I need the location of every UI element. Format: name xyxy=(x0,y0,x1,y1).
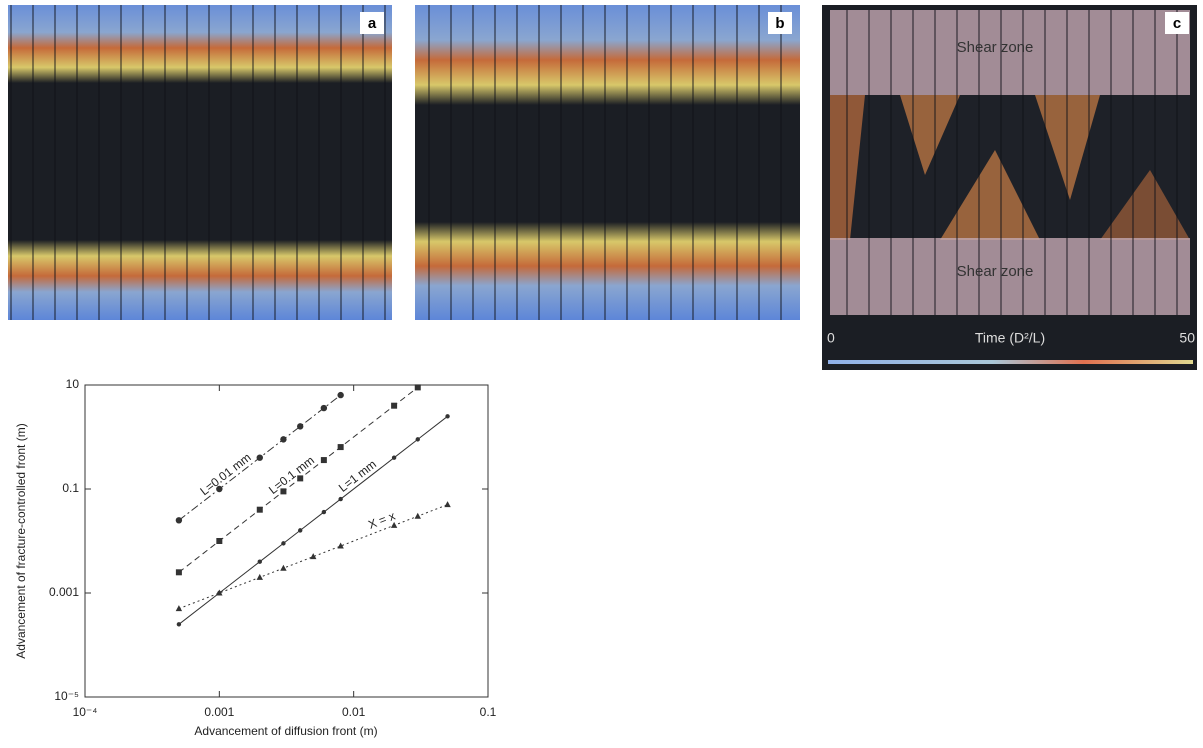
marker xyxy=(175,517,183,524)
marker xyxy=(280,488,287,495)
marker xyxy=(297,475,304,482)
marker xyxy=(175,569,182,576)
marker xyxy=(320,457,327,464)
marker xyxy=(337,391,344,399)
marker xyxy=(216,589,223,596)
marker xyxy=(298,528,303,533)
series-label: X = x xyxy=(366,509,397,532)
marker xyxy=(281,541,286,546)
panel-b: b xyxy=(415,5,800,320)
marker xyxy=(256,506,263,513)
panel-c: c Shear zone Shear zone Time (D²/L) 0 50 xyxy=(822,5,1197,370)
x-axis-label: Advancement of diffusion front (m) xyxy=(194,724,377,738)
marker xyxy=(297,423,304,430)
marker xyxy=(415,437,420,442)
panel-label: b xyxy=(775,15,784,32)
zone-label: Shear zone xyxy=(957,263,1034,280)
marker xyxy=(320,404,328,412)
marker xyxy=(445,414,450,419)
y-tick-label: 0.1 xyxy=(62,481,79,495)
series-label: L=0.1 mm xyxy=(266,453,317,497)
marker xyxy=(216,538,223,544)
marker xyxy=(414,384,421,391)
marker xyxy=(391,455,397,460)
marker xyxy=(337,542,344,549)
marker xyxy=(256,573,263,580)
marker xyxy=(216,485,223,493)
panel-label: c xyxy=(1173,15,1181,32)
series-line xyxy=(178,415,448,625)
zone-label: Shear zone xyxy=(957,39,1034,56)
marker xyxy=(175,605,183,612)
marker xyxy=(257,559,262,564)
marker xyxy=(338,496,343,502)
marker xyxy=(321,509,327,515)
plot-frame xyxy=(84,384,489,698)
y-tick-label: 10⁻⁵ xyxy=(54,689,79,703)
colorbar-max: 50 xyxy=(1179,330,1195,346)
marker xyxy=(390,521,398,528)
x-tick-label: 0.1 xyxy=(480,705,497,719)
marker xyxy=(280,436,287,443)
x-tick-label: 0.01 xyxy=(342,705,366,719)
marker xyxy=(176,622,182,627)
colorbar-title: Time (D²/L) xyxy=(975,330,1045,346)
colorbar xyxy=(828,360,1193,364)
y-tick-label: 0.001 xyxy=(49,585,79,599)
marker xyxy=(280,564,287,571)
panel-a: a xyxy=(8,5,392,320)
marker xyxy=(391,402,398,409)
marker xyxy=(414,512,421,519)
x-tick-label: 10⁻⁴ xyxy=(73,705,98,719)
log-chart: Advancement of diffusion front (m) Advan… xyxy=(14,377,496,738)
panel-label: a xyxy=(368,15,377,32)
y-tick-label: 10 xyxy=(66,377,80,391)
x-tick-label: 0.001 xyxy=(204,705,234,719)
marker xyxy=(256,454,263,461)
marker xyxy=(444,501,451,508)
series-label: L=0.01 mm xyxy=(197,450,253,498)
y-axis-label: Advancement of fracture-controlled front… xyxy=(14,423,28,658)
series-label: L=1 mm xyxy=(336,457,379,495)
marker xyxy=(337,444,344,451)
marker xyxy=(310,553,317,560)
colorbar-min: 0 xyxy=(827,330,835,346)
